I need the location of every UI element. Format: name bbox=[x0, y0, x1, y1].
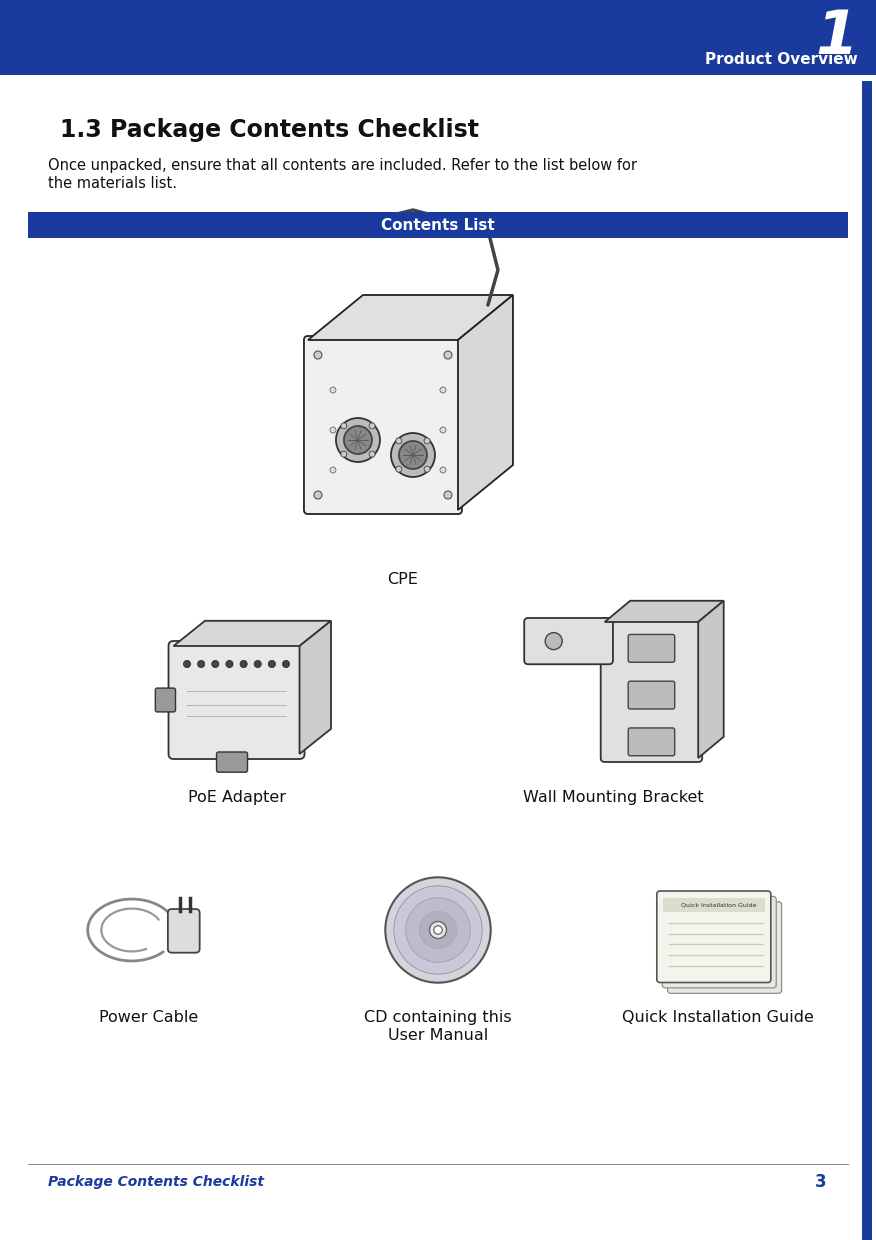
FancyBboxPatch shape bbox=[216, 751, 248, 773]
Circle shape bbox=[440, 427, 446, 433]
FancyBboxPatch shape bbox=[657, 892, 771, 982]
Circle shape bbox=[341, 423, 347, 429]
Polygon shape bbox=[173, 621, 331, 646]
FancyBboxPatch shape bbox=[662, 897, 776, 988]
Circle shape bbox=[254, 661, 261, 667]
Text: 1.3 Package Contents Checklist: 1.3 Package Contents Checklist bbox=[60, 118, 479, 143]
Text: 1: 1 bbox=[816, 7, 858, 67]
Circle shape bbox=[344, 427, 372, 454]
Circle shape bbox=[444, 351, 452, 360]
Text: 3: 3 bbox=[816, 1173, 827, 1190]
Text: Package Contents Checklist: Package Contents Checklist bbox=[48, 1176, 264, 1189]
Circle shape bbox=[226, 661, 233, 667]
Text: Quick Installation Guide: Quick Installation Guide bbox=[681, 903, 756, 908]
Text: User Manual: User Manual bbox=[388, 1028, 488, 1043]
Circle shape bbox=[396, 466, 402, 472]
Text: Quick Installation Guide: Quick Installation Guide bbox=[622, 1011, 815, 1025]
Circle shape bbox=[399, 441, 427, 469]
FancyBboxPatch shape bbox=[601, 618, 703, 763]
Circle shape bbox=[330, 427, 336, 433]
FancyBboxPatch shape bbox=[668, 901, 781, 993]
Text: CD containing this: CD containing this bbox=[364, 1011, 512, 1025]
Circle shape bbox=[282, 661, 290, 667]
Bar bbox=[862, 81, 872, 1240]
Polygon shape bbox=[308, 295, 513, 340]
Circle shape bbox=[183, 661, 191, 667]
Circle shape bbox=[240, 661, 247, 667]
Polygon shape bbox=[300, 621, 331, 754]
Circle shape bbox=[545, 632, 562, 650]
Circle shape bbox=[424, 438, 430, 444]
Bar bbox=[28, 212, 848, 238]
FancyBboxPatch shape bbox=[304, 336, 462, 515]
FancyBboxPatch shape bbox=[155, 688, 175, 712]
Circle shape bbox=[434, 926, 442, 934]
FancyBboxPatch shape bbox=[628, 681, 675, 709]
Circle shape bbox=[396, 438, 402, 444]
Circle shape bbox=[341, 451, 347, 458]
Bar bbox=[0, 0, 876, 74]
Text: the materials list.: the materials list. bbox=[48, 176, 177, 191]
Text: Product Overview: Product Overview bbox=[705, 52, 858, 67]
Text: PoE Adapter: PoE Adapter bbox=[187, 790, 286, 805]
FancyBboxPatch shape bbox=[524, 618, 613, 665]
Text: Power Cable: Power Cable bbox=[99, 1011, 199, 1025]
Circle shape bbox=[440, 387, 446, 393]
Bar bbox=[662, 898, 765, 911]
Circle shape bbox=[330, 387, 336, 393]
Circle shape bbox=[440, 467, 446, 472]
Circle shape bbox=[424, 466, 430, 472]
Text: Once unpacked, ensure that all contents are included. Refer to the list below fo: Once unpacked, ensure that all contents … bbox=[48, 157, 637, 174]
Text: Contents List: Contents List bbox=[381, 217, 495, 233]
Circle shape bbox=[314, 491, 322, 498]
Circle shape bbox=[391, 433, 435, 477]
Circle shape bbox=[198, 661, 205, 667]
FancyBboxPatch shape bbox=[168, 641, 305, 759]
Circle shape bbox=[369, 451, 375, 458]
Polygon shape bbox=[604, 600, 724, 622]
Circle shape bbox=[212, 661, 219, 667]
Circle shape bbox=[429, 921, 447, 939]
Circle shape bbox=[336, 418, 380, 463]
Circle shape bbox=[420, 911, 456, 949]
FancyBboxPatch shape bbox=[168, 909, 200, 952]
Polygon shape bbox=[698, 600, 724, 758]
Circle shape bbox=[330, 467, 336, 472]
Circle shape bbox=[268, 661, 275, 667]
Circle shape bbox=[444, 491, 452, 498]
Circle shape bbox=[406, 898, 470, 962]
Circle shape bbox=[394, 885, 482, 975]
Text: Wall Mounting Bracket: Wall Mounting Bracket bbox=[523, 790, 703, 805]
Circle shape bbox=[385, 878, 491, 982]
FancyBboxPatch shape bbox=[628, 728, 675, 755]
FancyBboxPatch shape bbox=[628, 635, 675, 662]
Circle shape bbox=[314, 351, 322, 360]
Polygon shape bbox=[458, 295, 513, 510]
Text: CPE: CPE bbox=[387, 572, 419, 587]
Circle shape bbox=[369, 423, 375, 429]
